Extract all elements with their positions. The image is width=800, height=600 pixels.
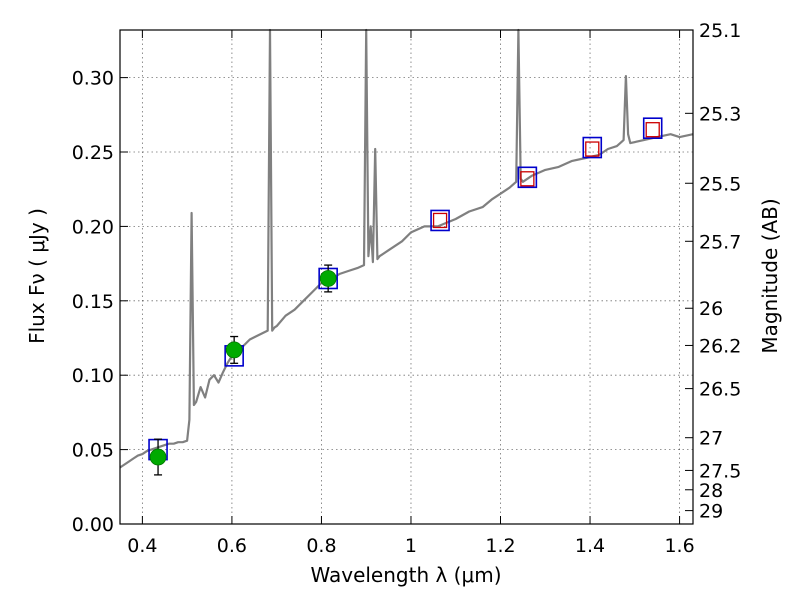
red-square-marker (645, 122, 660, 138)
green-data-point (319, 270, 337, 287)
x-tick-label: 1.2 (485, 535, 515, 557)
y-axis-ticks: 0.00 0.05 0.10 0.15 0.20 0.25 0.30 (72, 68, 128, 536)
x-axis-ticks: 0.4 0.6 0.8 1 1.2 1.4 1.6 (127, 30, 695, 557)
y-tick-label: 0.00 (72, 514, 114, 536)
x-axis-title: Wavelength λ (μm) (310, 563, 501, 587)
magnitude-tick-label: 28 (699, 480, 723, 502)
y-tick-label: 0.05 (72, 440, 114, 462)
y-tick-label: 0.10 (72, 365, 114, 387)
magnitude-tick-label: 29 (699, 501, 723, 523)
blue-square-marker (582, 136, 603, 159)
magnitude-tick-label: 26 (699, 298, 723, 320)
magnitude-tick-label: 25.5 (699, 173, 741, 195)
grid-lines (120, 30, 693, 524)
spectrum-layer (119, 28, 694, 469)
magnitude-tick-label: 26.5 (699, 379, 741, 401)
x-tick-label: 0.6 (217, 535, 247, 557)
plot-frame (119, 29, 694, 525)
x-tick-label: 1.4 (575, 535, 605, 557)
blue-square-marker (642, 117, 663, 140)
y-tick-label: 0.20 (72, 216, 114, 238)
model-spectrum-line (119, 28, 694, 469)
green-data-point (225, 341, 243, 359)
magnitude-tick-label: 26.2 (699, 335, 741, 357)
magnitude-tick-label: 25.7 (699, 231, 741, 253)
y-tick-label: 0.25 (72, 142, 114, 164)
y-tick-label: 0.30 (72, 68, 114, 90)
photometry-layer (148, 117, 663, 476)
magnitude-tick-label: 25.3 (699, 103, 741, 125)
y-axis-title: Flux Fν ( μJy ) (25, 208, 49, 344)
x-tick-label: 0.4 (127, 535, 157, 557)
red-square-marker (520, 171, 535, 187)
red-square-marker (585, 141, 600, 157)
x-tick-label: 0.8 (306, 535, 336, 557)
x-tick-label: 1 (405, 535, 417, 557)
x-tick-label: 1.6 (664, 535, 694, 557)
magnitude-tick-label: 25.1 (699, 20, 741, 42)
magnitude-tick-label: 27.5 (699, 460, 741, 482)
green-data-point (149, 448, 167, 466)
y-tick-label: 0.15 (72, 291, 114, 313)
magnitude-axis-title: Magnitude (AB) (758, 198, 782, 353)
red-square-marker (432, 212, 448, 229)
magnitude-tick-label: 27 (699, 428, 723, 450)
blue-square-marker (430, 209, 450, 232)
blue-square-marker (517, 166, 538, 189)
